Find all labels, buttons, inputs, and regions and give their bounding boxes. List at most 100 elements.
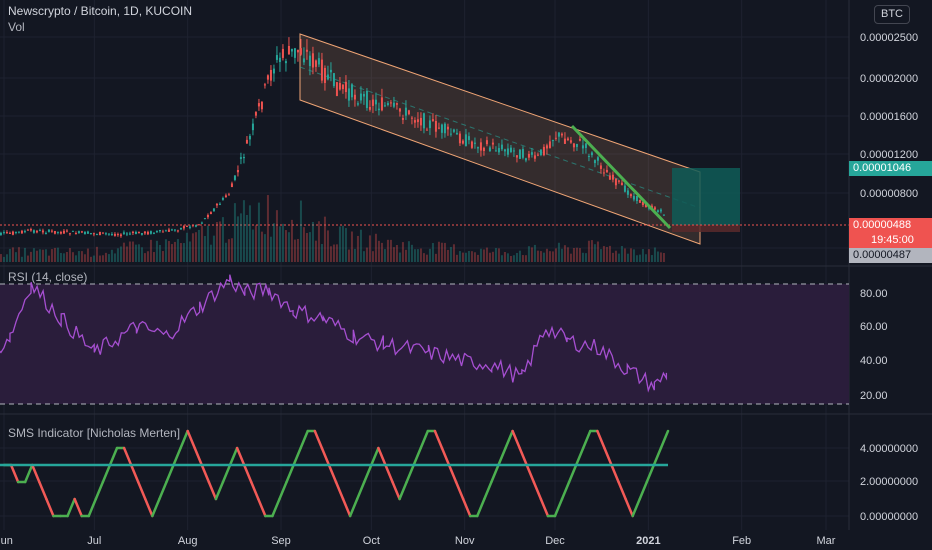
volume-bar	[479, 248, 482, 262]
candle-body	[638, 199, 641, 203]
sms-segment	[377, 446, 387, 467]
candle-body	[290, 48, 293, 52]
volume-bar	[431, 243, 434, 262]
candle-body	[158, 230, 161, 232]
volume-bar	[452, 244, 455, 262]
stop-box	[672, 225, 740, 232]
candle-body	[167, 229, 170, 232]
volume-bar	[8, 248, 11, 262]
candle-body	[257, 103, 260, 107]
candle-body	[275, 55, 278, 60]
sms-segment	[9, 463, 20, 484]
candle-body	[113, 233, 116, 236]
sms-segment	[38, 480, 48, 501]
sms-segment	[214, 480, 225, 501]
sms-tick-label: 0.00000000	[860, 511, 918, 523]
candle-body	[374, 99, 377, 105]
sms-pane: 4.00000000 2.00000000 0.00000000	[0, 429, 918, 523]
sms-segment	[45, 497, 55, 518]
candle-body	[152, 232, 155, 234]
sms-segment	[645, 463, 656, 484]
volume-bar	[629, 248, 632, 262]
candle-body	[83, 231, 86, 235]
candle-body	[464, 134, 467, 147]
rsi-axis: 80.00 60.00 40.00 20.00	[860, 288, 888, 402]
volume-bar	[392, 247, 395, 262]
volume-bars	[0, 195, 665, 262]
volume-bar	[308, 232, 311, 262]
volume-bar	[500, 255, 503, 262]
volume-bar	[170, 244, 173, 262]
volume-bar	[17, 247, 20, 262]
volume-bar	[251, 229, 254, 262]
volume-bar	[140, 247, 143, 262]
candle-body	[593, 160, 596, 164]
volume-bar	[545, 248, 548, 262]
currency-button[interactable]: BTC	[874, 5, 910, 24]
candle-body	[68, 233, 71, 235]
candle-body	[203, 218, 206, 220]
candle-body	[314, 60, 317, 67]
volume-bar	[155, 240, 158, 262]
candle-body	[413, 120, 416, 123]
volume-bar	[38, 249, 41, 262]
candle-body	[659, 209, 662, 212]
candle-body	[164, 230, 167, 232]
candle-body	[491, 142, 494, 145]
candle-body	[86, 231, 89, 234]
volume-bar	[86, 248, 89, 262]
candle-body	[623, 185, 626, 192]
candle-body	[425, 129, 428, 131]
sms-segment	[574, 446, 585, 467]
volume-bar	[116, 248, 119, 262]
candle-body	[377, 108, 380, 111]
sms-segment	[313, 429, 324, 450]
candle-body	[251, 123, 254, 131]
volume-bar	[518, 250, 521, 262]
time-tick-label: Jun	[0, 535, 13, 547]
candle-body	[236, 170, 239, 173]
candle-body	[227, 194, 230, 196]
volume-bar	[542, 252, 545, 262]
candle-body	[116, 234, 119, 236]
candle-body	[617, 180, 620, 182]
candle-body	[545, 145, 548, 149]
volume-bar	[365, 247, 368, 262]
volume-bar	[5, 254, 8, 262]
volume-bar	[299, 200, 302, 262]
candle-body	[551, 140, 554, 142]
candle-body	[296, 49, 299, 53]
candle-body	[440, 124, 443, 133]
volume-bar	[521, 255, 524, 262]
volume-bar	[485, 247, 488, 262]
volume-bar	[302, 227, 305, 262]
volume-bar	[638, 254, 641, 262]
volume-bar	[446, 249, 449, 262]
sms-segment	[483, 480, 493, 501]
sms-segment	[370, 446, 380, 467]
time-tick-label: Nov	[455, 535, 475, 547]
volume-bar	[491, 251, 494, 262]
regression-channel	[299, 33, 701, 245]
candle-body	[179, 227, 182, 230]
volume-bar	[20, 256, 23, 262]
volume-bar	[509, 256, 512, 262]
sms-segment	[603, 446, 613, 467]
candle-body	[608, 175, 611, 180]
volume-bar	[494, 248, 497, 262]
sms-segment	[652, 446, 663, 467]
volume-bar	[131, 241, 134, 262]
candle-body	[509, 147, 512, 153]
candle-body	[653, 207, 656, 210]
volume-bar	[83, 254, 86, 262]
volume-bar	[653, 247, 656, 262]
volume-bar	[551, 251, 554, 262]
sms-segment	[73, 497, 83, 518]
sms-segment	[200, 463, 211, 484]
candle-body	[350, 84, 353, 98]
candle-body	[515, 155, 518, 158]
candle-body	[224, 195, 227, 198]
volume-bar	[524, 255, 527, 262]
candle-body	[77, 231, 80, 233]
